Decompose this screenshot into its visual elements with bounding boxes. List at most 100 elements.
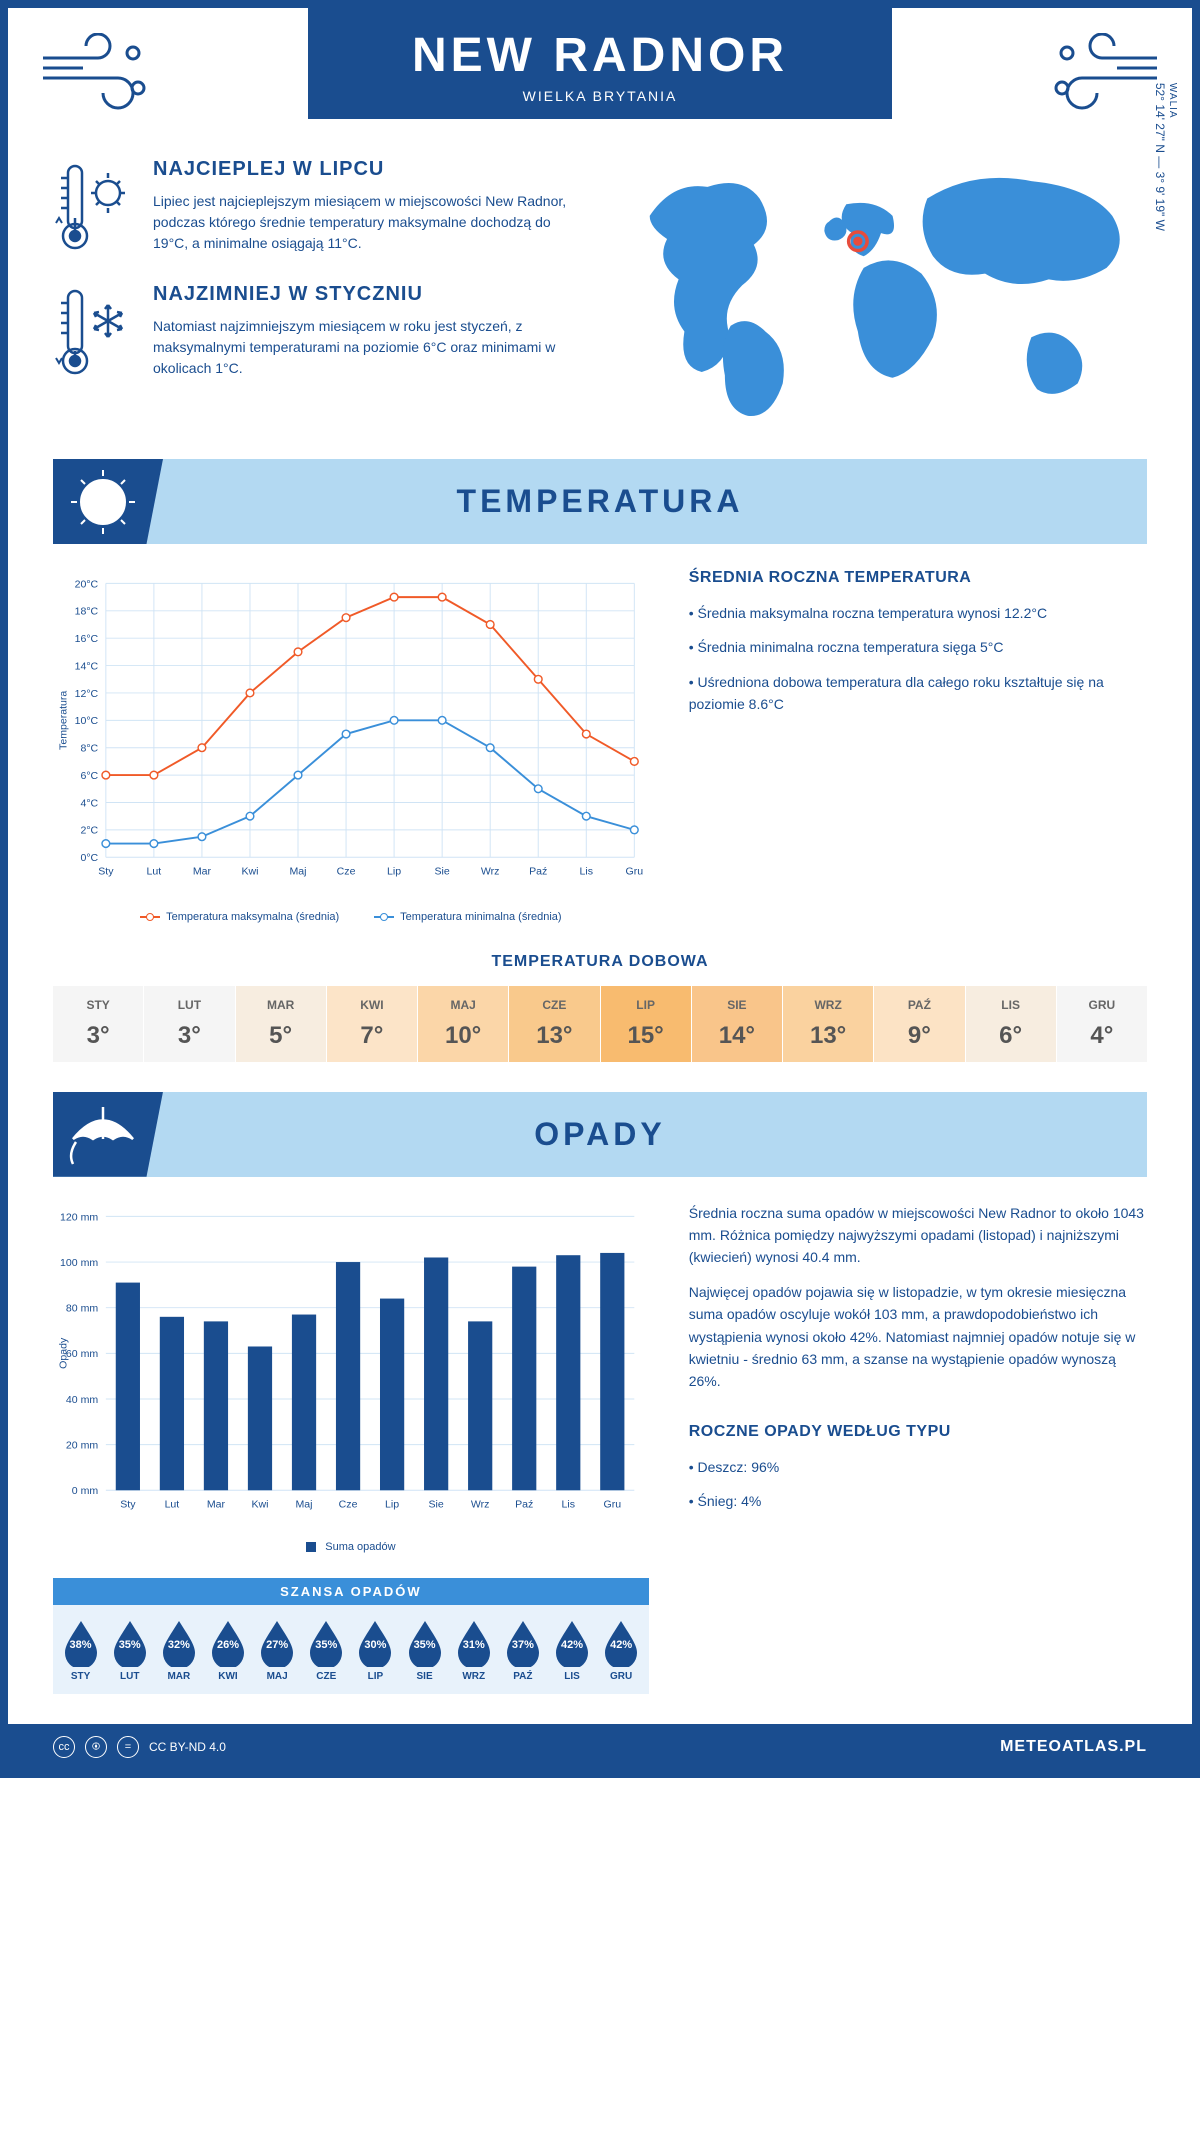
precip-rain: • Deszcz: 96% — [689, 1456, 1147, 1478]
temp-legend: Temperatura maksymalna (średnia) Tempera… — [53, 911, 649, 923]
daily-temp-cell: WRZ13° — [783, 986, 873, 1062]
coldest-block: NAJZIMNIEJ W STYCZNIU Natomiast najzimni… — [53, 283, 585, 383]
precip-snow: • Śnieg: 4% — [689, 1490, 1147, 1512]
footer: cc 🅯 = CC BY-ND 4.0 METEOATLAS.PL — [8, 1724, 1192, 1770]
svg-text:2°C: 2°C — [80, 825, 98, 837]
coldest-text: NAJZIMNIEJ W STYCZNIU Natomiast najzimni… — [153, 283, 585, 383]
svg-text:16°C: 16°C — [75, 633, 99, 645]
wind-icon-left — [38, 33, 158, 113]
svg-text:Wrz: Wrz — [481, 866, 500, 878]
svg-text:6°C: 6°C — [80, 770, 98, 782]
coldest-title: NAJZIMNIEJ W STYCZNIU — [153, 283, 585, 306]
svg-text:18°C: 18°C — [75, 606, 99, 618]
svg-text:20°C: 20°C — [75, 578, 99, 590]
svg-text:Sie: Sie — [429, 1498, 444, 1510]
svg-text:Gru: Gru — [626, 866, 644, 878]
svg-text:Lut: Lut — [165, 1498, 180, 1510]
svg-text:0°C: 0°C — [80, 852, 98, 864]
info-section: NAJCIEPLEJ W LIPCU Lipiec jest najcieple… — [8, 128, 1192, 444]
page: NEW RADNOR WIELKA BRYTANIA NAJCIEPLEJ W … — [0, 0, 1200, 1778]
svg-text:Sty: Sty — [98, 866, 114, 878]
title-banner: NEW RADNOR WIELKA BRYTANIA — [308, 8, 892, 119]
chance-drop: 38%STY — [57, 1617, 104, 1682]
footer-site: METEOATLAS.PL — [1000, 1738, 1147, 1756]
svg-text:Sie: Sie — [435, 866, 450, 878]
chance-grid: 38%STY35%LUT32%MAR26%KWI27%MAJ35%CZE30%L… — [53, 1605, 649, 1694]
climate-highlights: NAJCIEPLEJ W LIPCU Lipiec jest najcieple… — [53, 158, 585, 424]
svg-text:14°C: 14°C — [75, 660, 99, 672]
svg-text:Lis: Lis — [562, 1498, 575, 1510]
chance-drop: 35%LUT — [106, 1617, 153, 1682]
temp-stats-title: ŚREDNIA ROCZNA TEMPERATURA — [689, 569, 1147, 587]
svg-text:4°C: 4°C — [80, 797, 98, 809]
precip-chance: SZANSA OPADÓW 38%STY35%LUT32%MAR26%KWI27… — [53, 1578, 649, 1694]
umbrella-icon — [58, 1097, 153, 1172]
chance-drop: 31%WRZ — [450, 1617, 497, 1682]
location-title: NEW RADNOR — [308, 28, 892, 83]
daily-temp-cell: KWI7° — [327, 986, 417, 1062]
daily-temp-cell: LIS6° — [966, 986, 1056, 1062]
svg-text:Lip: Lip — [385, 1498, 399, 1510]
precip-content: 0 mm20 mm40 mm60 mm80 mm100 mm120 mmStyL… — [8, 1202, 1192, 1695]
svg-text:Cze: Cze — [339, 1498, 358, 1510]
svg-text:100 mm: 100 mm — [60, 1257, 98, 1269]
region-label: WALIA — [1167, 83, 1178, 119]
temp-stat-2: • Średnia minimalna roczna temperatura s… — [689, 636, 1147, 658]
warmest-desc: Lipiec jest najcieplejszym miesiącem w m… — [153, 191, 585, 254]
daily-temp-cell: SIE14° — [692, 986, 782, 1062]
wind-icon-right — [1042, 33, 1162, 113]
legend-max: Temperatura maksymalna (średnia) — [140, 911, 339, 923]
svg-text:0 mm: 0 mm — [72, 1485, 99, 1497]
thermometer-snow-icon — [53, 283, 133, 383]
svg-text:Lis: Lis — [580, 866, 593, 878]
sun-icon — [58, 464, 153, 539]
temp-chart-col: 0°C2°C4°C6°C8°C10°C12°C14°C16°C18°C20°CS… — [53, 569, 649, 923]
header-wrap: NEW RADNOR WIELKA BRYTANIA — [8, 8, 1192, 128]
precip-title: OPADY — [534, 1116, 665, 1153]
svg-text:Cze: Cze — [337, 866, 356, 878]
nd-icon: = — [117, 1736, 139, 1758]
warmest-title: NAJCIEPLEJ W LIPCU — [153, 158, 585, 181]
svg-text:Wrz: Wrz — [471, 1498, 490, 1510]
daily-temp-grid: STY3°LUT3°MAR5°KWI7°MAJ10°CZE13°LIP15°SI… — [53, 986, 1147, 1062]
legend-max-label: Temperatura maksymalna (średnia) — [166, 911, 339, 923]
precip-type-title: ROCZNE OPADY WEDŁUG TYPU — [689, 1423, 1147, 1441]
precip-text: Średnia roczna suma opadów w miejscowośc… — [689, 1202, 1147, 1695]
chance-drop: 37%PAŹ — [499, 1617, 546, 1682]
coldest-desc: Natomiast najzimniejszym miesiącem w rok… — [153, 316, 585, 379]
svg-text:Mar: Mar — [207, 1498, 226, 1510]
daily-temp-cell: STY3° — [53, 986, 143, 1062]
svg-text:80 mm: 80 mm — [66, 1302, 98, 1314]
chance-drop: 35%SIE — [401, 1617, 448, 1682]
coordinates: WALIA 52° 14' 27" N — 3° 9' 19" W — [1153, 83, 1181, 231]
daily-temp-cell: LUT3° — [144, 986, 234, 1062]
temperature-header: TEMPERATURA — [53, 459, 1147, 544]
svg-text:Paź: Paź — [515, 1498, 533, 1510]
svg-text:Opady: Opady — [57, 1337, 69, 1369]
legend-min-label: Temperatura minimalna (średnia) — [400, 911, 561, 923]
svg-text:12°C: 12°C — [75, 688, 99, 700]
svg-text:Maj: Maj — [296, 1498, 313, 1510]
thermometer-sun-icon — [53, 158, 133, 258]
footer-license: cc 🅯 = CC BY-ND 4.0 — [53, 1736, 226, 1758]
daily-temp-cell: PAŹ9° — [874, 986, 964, 1062]
svg-text:Paź: Paź — [529, 866, 547, 878]
chance-drop: 30%LIP — [352, 1617, 399, 1682]
license-text: CC BY-ND 4.0 — [149, 1740, 226, 1754]
precip-legend-label: Suma opadów — [325, 1541, 395, 1553]
warmest-text: NAJCIEPLEJ W LIPCU Lipiec jest najcieple… — [153, 158, 585, 258]
chance-drop: 42%LIS — [548, 1617, 595, 1682]
legend-min: Temperatura minimalna (średnia) — [374, 911, 561, 923]
cc-icon: cc — [53, 1736, 75, 1758]
svg-text:Kwi: Kwi — [251, 1498, 268, 1510]
svg-text:8°C: 8°C — [80, 743, 98, 755]
map-block: WALIA 52° 14' 27" N — 3° 9' 19" W — [615, 158, 1147, 424]
svg-text:Temperatura: Temperatura — [57, 691, 69, 750]
precip-legend: Suma opadów — [53, 1541, 649, 1553]
precip-bar-chart: 0 mm20 mm40 mm60 mm80 mm100 mm120 mmStyL… — [53, 1202, 649, 1529]
chance-drop: 32%MAR — [155, 1617, 202, 1682]
temperature-title: TEMPERATURA — [457, 483, 744, 520]
chance-drop: 35%CZE — [303, 1617, 350, 1682]
daily-temp-cell: GRU4° — [1057, 986, 1147, 1062]
svg-text:Sty: Sty — [120, 1498, 136, 1510]
